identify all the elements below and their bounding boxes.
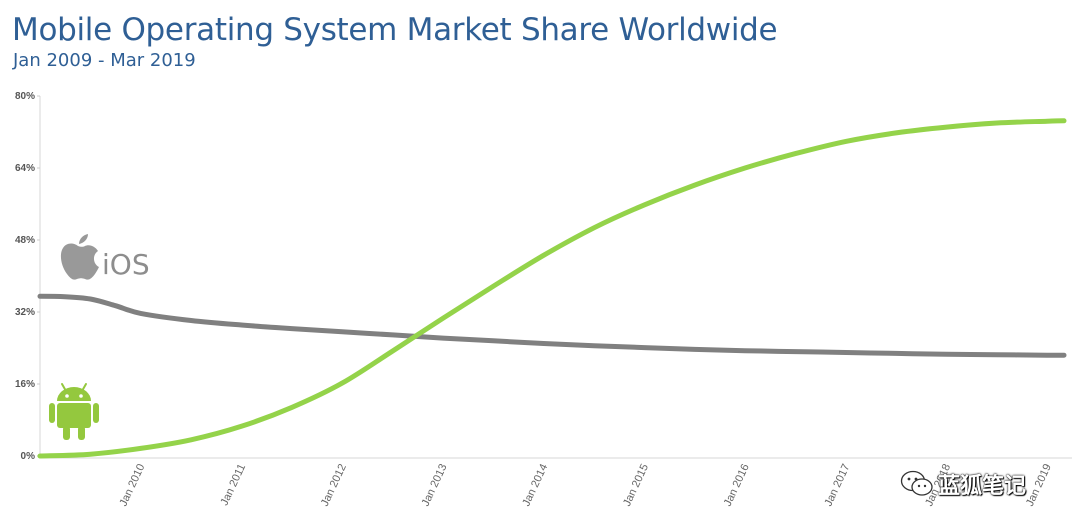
y-axis-ticks: 0% 16% 32% 48% 64% 80%: [15, 91, 40, 462]
x-tick-label: Jan 2013: [420, 462, 450, 508]
x-tick-label: Jan 2012: [319, 462, 349, 508]
x-tick-label: Jan 2015: [621, 462, 651, 508]
y-tick-label: 0%: [21, 451, 36, 462]
watermark: 蓝狐笔记: [900, 467, 1072, 501]
x-tick-label: Jan 2017: [822, 462, 852, 508]
y-tick-label: 48%: [15, 235, 35, 246]
y-tick-label: 16%: [15, 379, 35, 390]
series-line-ios: [37, 293, 1067, 358]
chart-title: Mobile Operating System Market Share Wor…: [12, 12, 778, 48]
ios-legend: iOS: [60, 234, 150, 281]
x-tick-label: Jan 2014: [520, 462, 550, 508]
series-lines: [37, 118, 1067, 459]
wechat-icon: [900, 470, 933, 496]
chart-axes: [39, 96, 1072, 459]
watermark-text: 蓝狐笔记: [938, 474, 1027, 499]
series-line-android: [37, 118, 1067, 459]
apple-logo-icon: [60, 234, 99, 280]
x-tick-label: Jan 2010: [117, 462, 147, 508]
chart-subtitle: Jan 2009 - Mar 2019: [13, 50, 196, 71]
android-robot-icon: [49, 383, 99, 440]
y-tick-label: 80%: [15, 91, 35, 102]
x-tick-label: Jan 2011: [218, 462, 248, 507]
y-tick-label: 32%: [15, 307, 35, 318]
y-tick-label: 64%: [15, 163, 35, 174]
ios-legend-label: iOS: [102, 248, 150, 281]
x-tick-label: Jan 2016: [722, 462, 752, 508]
